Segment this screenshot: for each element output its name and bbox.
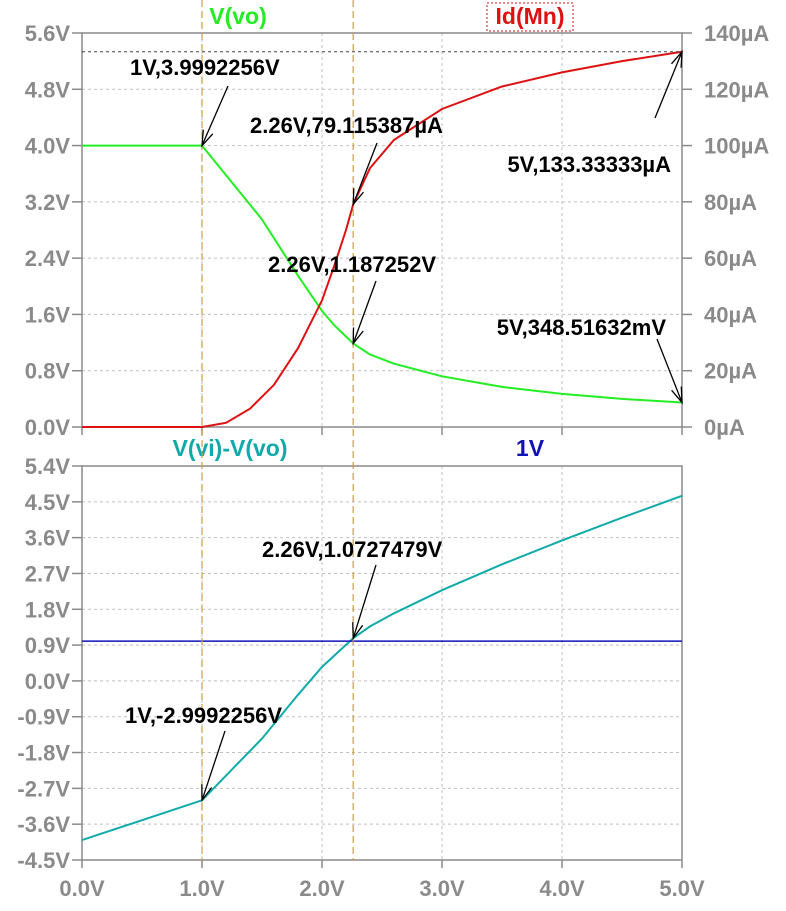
y-tick-label: 0.9V bbox=[25, 633, 71, 658]
y-tick-label: 0.8V bbox=[25, 359, 71, 384]
series-title: Id(Mn) bbox=[496, 3, 565, 29]
y2-tick-label: 120µA bbox=[704, 77, 769, 102]
y-tick-label: 2.4V bbox=[25, 246, 71, 271]
y-tick-label: 3.6V bbox=[25, 526, 71, 551]
y-tick-label: 3.2V bbox=[25, 190, 71, 215]
cursor-annotation-arrow bbox=[352, 142, 378, 205]
y-tick-label: 0.0V bbox=[25, 415, 71, 440]
x-tick-label: 5.0V bbox=[659, 876, 705, 901]
cursor-annotation-arrow bbox=[654, 51, 683, 119]
cursor-annotation-arrowhead bbox=[352, 327, 364, 346]
cursor-annotation-arrow bbox=[201, 85, 229, 146]
y2-tick-label: 20µA bbox=[704, 359, 757, 384]
y-tick-label: 4.0V bbox=[25, 134, 71, 159]
y-tick-label: -1.8V bbox=[17, 741, 70, 766]
y2-tick-label: 40µA bbox=[704, 302, 757, 327]
y-tick-label: 1.6V bbox=[25, 302, 71, 327]
y-tick-label: -3.6V bbox=[17, 812, 70, 837]
plot-frame bbox=[81, 465, 683, 861]
y-tick-label: 1.8V bbox=[25, 597, 71, 622]
cursor-annotation-arrow bbox=[352, 280, 377, 344]
cursor-annotation: 1V,3.9992256V bbox=[130, 55, 280, 80]
series-line bbox=[81, 494, 683, 842]
x-tick-label: 4.0V bbox=[539, 876, 585, 901]
y-tick-label: 4.8V bbox=[25, 77, 71, 102]
cursor-annotation-arrow bbox=[201, 730, 226, 801]
y-tick-label: -0.9V bbox=[17, 705, 70, 730]
y-tick-label: -4.5V bbox=[17, 848, 70, 873]
bottom-pane: 0.0V 1.0V 2.0V 3.0V 4.0V 5.0V -4.5V -3.6V -2.7V -… bbox=[17, 435, 705, 901]
cursor-annotation: 2.26V,1.187252V bbox=[268, 252, 436, 277]
cursor-annotation-arrowhead bbox=[671, 386, 683, 405]
cursor-annotation: 2.26V,79.115387µA bbox=[250, 113, 443, 138]
y-tick-label: -2.7V bbox=[17, 776, 70, 801]
y2-tick-label: 140µA bbox=[704, 21, 769, 46]
x-tick-label: 1.0V bbox=[179, 876, 225, 901]
y-tick-label: 5.6V bbox=[25, 21, 71, 46]
x-tick-label: 3.0V bbox=[419, 876, 465, 901]
cursor-annotation: 2.26V,1.0727479V bbox=[262, 537, 443, 562]
cursor-annotation: 5V,348.51632mV bbox=[497, 315, 667, 340]
cursor-annotation-arrow bbox=[656, 338, 683, 403]
y-tick-label: 5.4V bbox=[25, 454, 71, 479]
plot-frame bbox=[81, 32, 683, 428]
y-tick-label: 2.7V bbox=[25, 561, 71, 586]
cursor-annotation-arrowhead bbox=[352, 188, 365, 207]
y2-tick-label: 0µA bbox=[704, 415, 745, 440]
cursor-annotation: 1V,-2.9992256V bbox=[125, 703, 282, 728]
series-title: V(vi)-V(vo) bbox=[173, 435, 288, 461]
series-title: V(vo) bbox=[209, 3, 267, 29]
cursor-annotation-arrow bbox=[352, 564, 377, 639]
series-line bbox=[82, 50, 683, 428]
series-title: 1V bbox=[516, 435, 545, 461]
cursor-annotation-arrowhead bbox=[670, 49, 683, 68]
y2-tick-label: 80µA bbox=[704, 190, 757, 215]
cursor-annotation-arrowhead bbox=[201, 129, 214, 148]
y-tick-label: 0.0V bbox=[25, 669, 71, 694]
y2-tick-label: 100µA bbox=[704, 134, 769, 159]
cursor-annotation-arrowhead bbox=[201, 784, 213, 803]
series-line bbox=[82, 144, 683, 404]
top-pane: 0.0V 0.8V 1.6V 2.4V 3.2V 4.0V 4.8V 5.6V 0µA 20µA 4… bbox=[25, 0, 769, 440]
cursor-annotation: 5V,133.33333µA bbox=[507, 152, 671, 177]
cursor-annotation-arrowhead bbox=[352, 622, 364, 641]
y2-tick-label: 60µA bbox=[704, 246, 757, 271]
series-title-box bbox=[486, 2, 574, 32]
y-tick-label: 4.5V bbox=[25, 490, 71, 515]
x-tick-label: 2.0V bbox=[299, 876, 345, 901]
x-tick-label: 0.0V bbox=[59, 876, 105, 901]
